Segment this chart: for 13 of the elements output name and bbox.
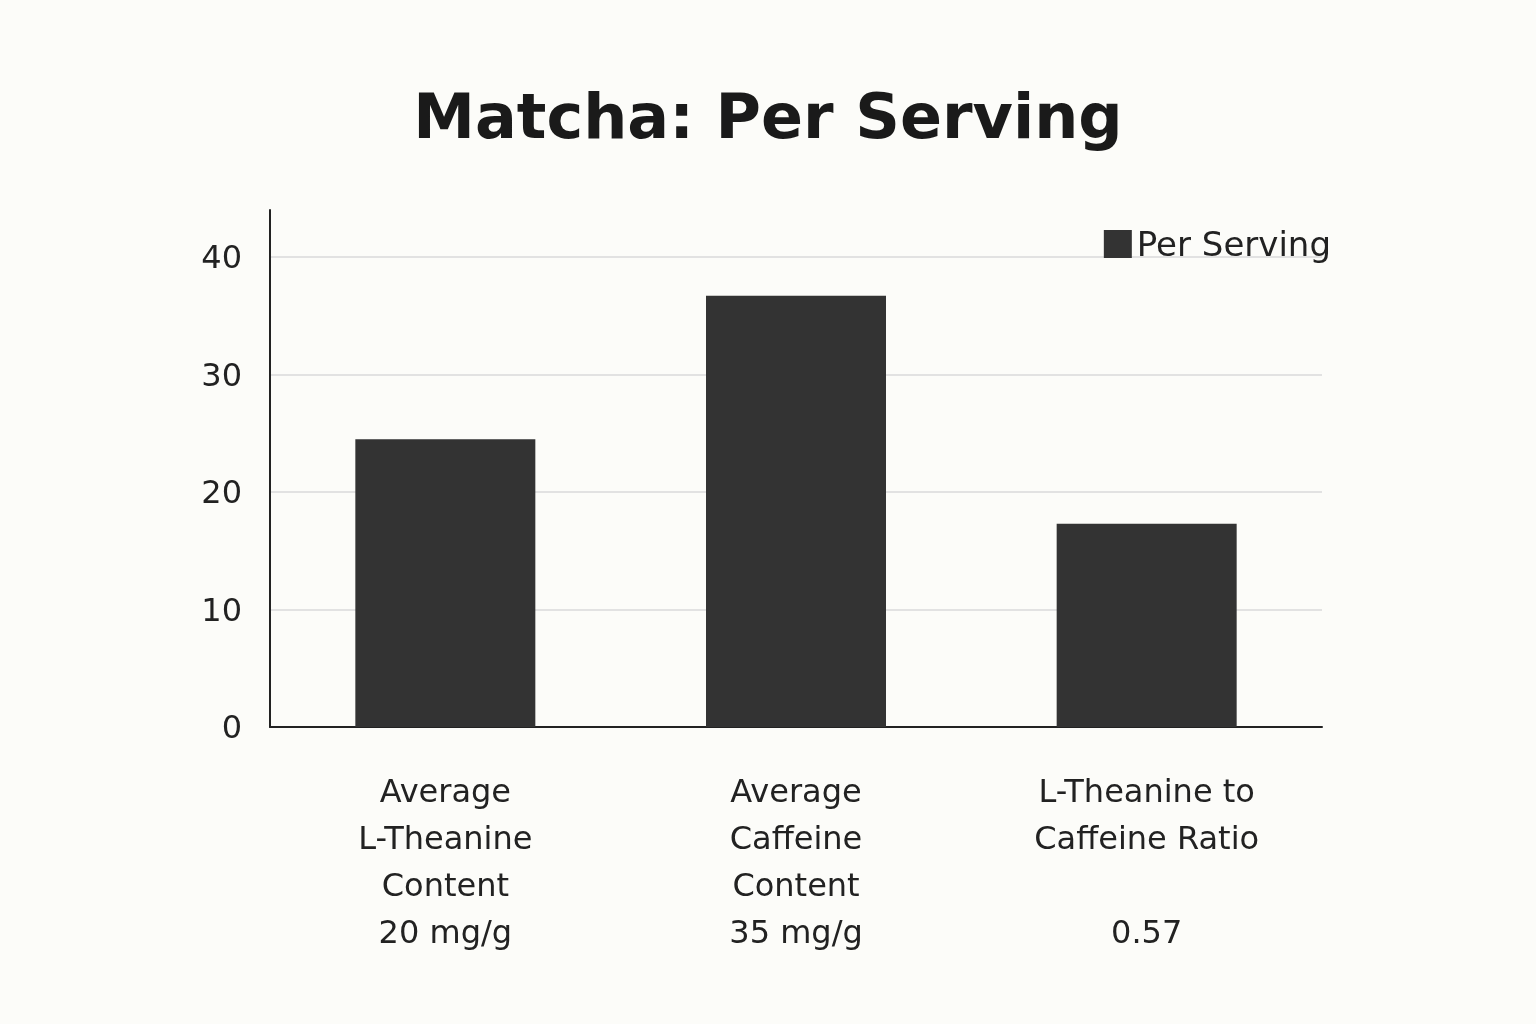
bar	[706, 295, 886, 727]
y-tick-label: 40	[201, 238, 242, 276]
x-tick-label: Average Caffeine Content 35 mg/g	[729, 771, 863, 951]
y-tick-label: 30	[201, 355, 242, 394]
y-tick-label: 20	[201, 473, 242, 511]
legend-label: Per Serving	[1136, 224, 1331, 264]
y-tick-label: 10	[201, 590, 242, 629]
y-tick-label: 0	[221, 708, 242, 746]
bar	[355, 439, 536, 727]
category-label: L-Theanine to Caffeine Ratio 0.57	[1034, 771, 1260, 951]
bar	[1056, 523, 1237, 727]
chart-title: Matcha: Per Serving	[413, 79, 1123, 153]
x-tick-label: Average L-Theanine Content 20 mg/g	[358, 771, 533, 951]
